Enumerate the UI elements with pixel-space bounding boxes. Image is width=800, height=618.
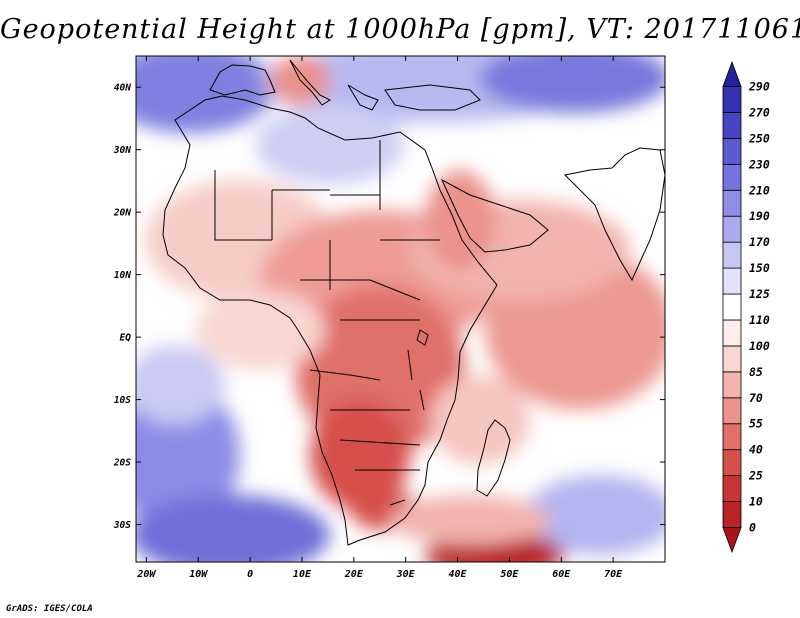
colorbar-label: 290 <box>748 80 770 94</box>
x-tick-label: 50E <box>500 569 519 580</box>
colorbar-segment <box>722 449 742 477</box>
colorbar-label: 40 <box>749 443 763 457</box>
field-patch <box>480 56 665 113</box>
colorbar: 0 10 25 40 55 70 85 100 110 125 150 170 190 210 230 250… <box>722 60 770 554</box>
colorbar-segment <box>722 397 742 425</box>
x-tick-label: 40E <box>449 569 468 580</box>
colorbar-segment <box>722 215 742 243</box>
field-patch <box>255 105 405 185</box>
anatolia-coastline <box>384 84 481 111</box>
x-tick-label: 60E <box>552 569 571 580</box>
colorbar-extend-under <box>722 527 742 554</box>
colorbar-label: 10 <box>749 495 763 509</box>
field-patch <box>136 495 330 562</box>
colorbar-label: 70 <box>749 391 763 405</box>
field-patch <box>425 170 495 270</box>
field-patch <box>390 495 550 545</box>
colorbar-label: 25 <box>748 469 763 483</box>
height-field <box>136 56 665 562</box>
map-area <box>135 55 666 563</box>
colorbar-segment <box>722 293 742 321</box>
country-borders <box>214 140 440 506</box>
chart-title: Geopotential Height at 1000hPa [gpm], VT… <box>0 14 800 45</box>
colorbar-label: 230 <box>748 157 770 171</box>
y-axis: 40N 30N 20N 10N EQ 10S 20S 30S <box>113 83 665 531</box>
greece-coastline <box>347 84 379 111</box>
y-tick-label: 30S <box>113 520 131 531</box>
great-lakes <box>407 329 429 411</box>
colorbar-label: 250 <box>748 131 770 145</box>
x-axis: 20W 10W 0 10E 20E 30E 40E 50E 60E 70E <box>136 56 623 580</box>
x-tick-label: 70E <box>604 569 623 580</box>
colorbar-label: 170 <box>749 235 770 249</box>
x-tick-label: 20E <box>344 569 364 580</box>
colorbar-segment <box>722 241 742 269</box>
field-patch <box>136 345 225 425</box>
x-tick-label: 30E <box>396 569 416 580</box>
x-tick-label: 20W <box>136 569 156 580</box>
colorbar-label: 100 <box>749 339 770 353</box>
arabia-coastline <box>440 178 549 253</box>
colorbar-segment <box>722 267 742 295</box>
field-patch <box>310 400 410 510</box>
colorbar-segment <box>722 371 742 399</box>
colorbar-label: 190 <box>749 209 770 223</box>
y-tick-label: 40N <box>114 83 131 94</box>
africa-coastline <box>162 95 498 546</box>
colorbar-segment <box>722 475 742 502</box>
y-tick-label: 10N <box>114 270 131 281</box>
x-tick-label: 10W <box>189 569 208 580</box>
colorbar-segment <box>722 112 742 139</box>
colorbar-segment <box>722 137 742 165</box>
colorbar-label: 110 <box>749 313 770 327</box>
field-patch <box>195 290 325 370</box>
colorbar-segment <box>722 163 742 191</box>
y-tick-label: 10S <box>114 395 131 406</box>
colorbar-segment <box>722 189 742 217</box>
x-tick-label: 0 <box>247 569 253 580</box>
field-patch <box>525 475 665 555</box>
y-tick-label: 20S <box>113 458 131 469</box>
colorbar-segment <box>722 345 742 373</box>
coastlines <box>162 59 665 546</box>
colorbar-label: 0 <box>749 521 756 535</box>
colorbar-label: 270 <box>748 105 770 119</box>
madagascar-coastline <box>476 419 511 497</box>
x-tick-label: 10E <box>293 569 312 580</box>
colorbar-segment <box>722 501 742 528</box>
colorbar-label: 210 <box>748 183 770 197</box>
italy-coastline <box>289 59 332 106</box>
y-tick-label: 30N <box>113 145 131 156</box>
iberia-coastline <box>209 64 276 96</box>
grads-credit: GrADS: IGES/COLA <box>6 604 93 614</box>
colorbar-segment <box>722 423 742 451</box>
colorbar-label: 55 <box>749 417 763 431</box>
field-patch <box>136 56 275 133</box>
colorbar-label: 150 <box>749 261 770 275</box>
colorbar-segment <box>722 86 742 113</box>
map-frame <box>135 55 666 563</box>
colorbar-label: 85 <box>749 365 763 379</box>
india-coastline <box>563 147 665 282</box>
y-tick-label: EQ <box>120 333 132 344</box>
y-tick-label: 20N <box>113 208 131 219</box>
colorbar-segment <box>722 319 742 347</box>
field-patch <box>430 375 530 465</box>
colorbar-label: 125 <box>749 287 770 301</box>
colorbar-extend-over <box>722 60 742 87</box>
